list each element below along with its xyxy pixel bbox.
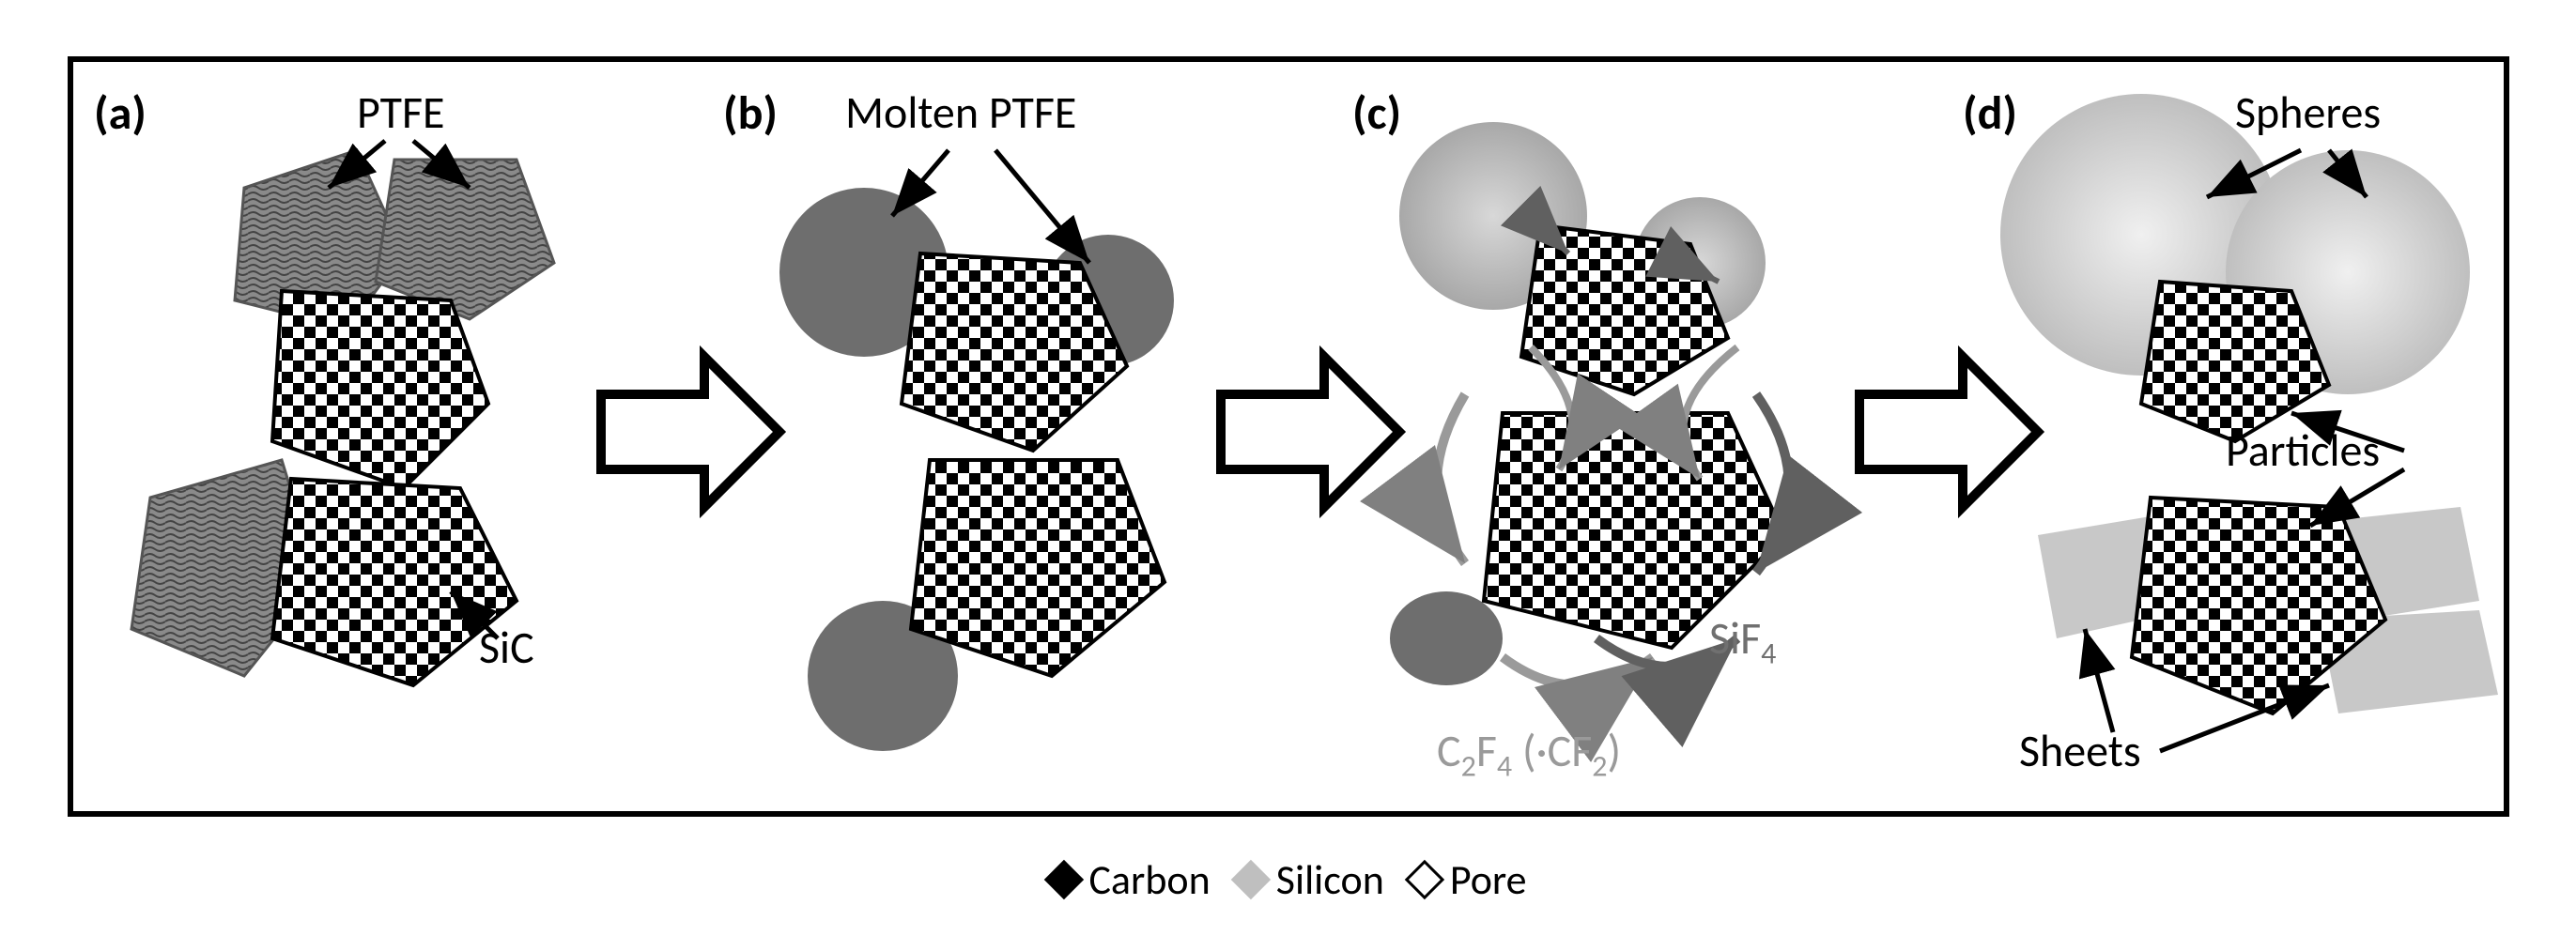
particles-label: Particles (2226, 422, 2380, 478)
legend-carbon-label: Carbon (1088, 854, 1210, 905)
sheets-label: Sheets (2019, 723, 2141, 778)
transition-arrow (1859, 357, 2038, 507)
spheres-label: Spheres (2235, 84, 2381, 140)
legend-silicon-label: Silicon (1276, 854, 1384, 905)
panel-label-c: (c) (1352, 84, 1401, 142)
c2f4-label: C2F4 (·CF2) (1437, 723, 1621, 785)
legend-carbon: Carbon (1049, 854, 1210, 905)
legend-silicon: Silicon (1237, 854, 1384, 905)
panel-a (131, 141, 554, 685)
ptfe-label: PTFE (357, 84, 444, 140)
transition-arrow (1221, 357, 1399, 507)
panel-b (779, 150, 1174, 751)
panel-c (1390, 122, 1789, 685)
transition-arrow (601, 357, 779, 507)
legend: Carbon Silicon Pore (1049, 854, 1526, 905)
molten-ptfe-label: Molten PTFE (845, 84, 1076, 140)
panel-label-a: (a) (94, 84, 147, 142)
sic-label: SiC (479, 620, 534, 675)
diamond-icon (1043, 860, 1083, 899)
diagram-svg (0, 0, 2576, 951)
diamond-icon (1405, 860, 1444, 899)
legend-pore-label: Pore (1450, 854, 1527, 905)
panel-label-b: (b) (723, 84, 778, 142)
diamond-icon (1231, 860, 1271, 899)
sif4-label: SiF4 (1709, 610, 1776, 672)
legend-pore: Pore (1411, 854, 1527, 905)
panel-label-d: (d) (1963, 84, 2017, 142)
